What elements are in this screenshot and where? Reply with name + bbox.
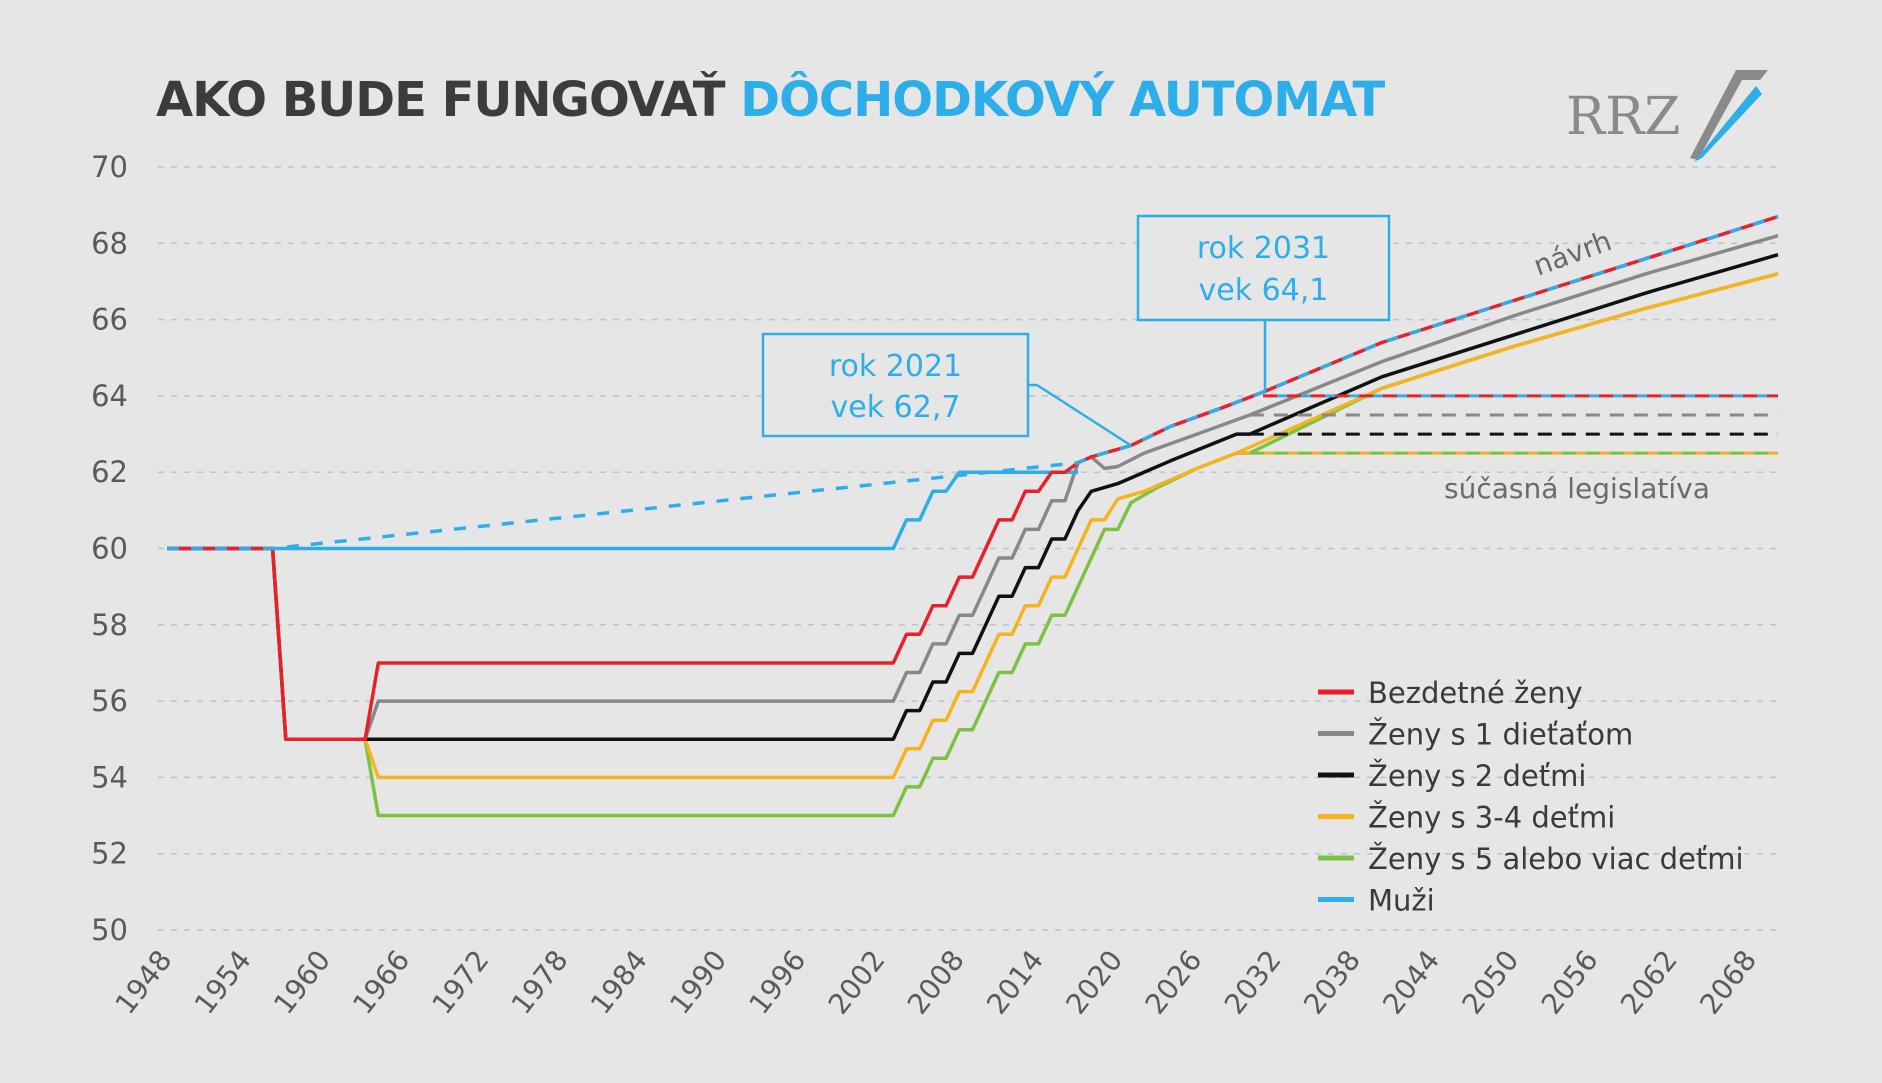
legend: Bezdetné ženy Ženy s 1 dieťaťom Ženy s 2 d… [1318,676,1744,918]
x-tick-label: 2038 [1297,944,1367,1020]
x-tick-label: 1978 [505,944,575,1020]
annotation-year-2021: rok 2021 [829,349,962,384]
x-tick-label: 1960 [267,944,337,1020]
current-legislation-label: súčasná legislatíva [1444,472,1710,505]
y-tick-label: 66 [91,303,128,337]
x-tick-label: 1984 [584,944,654,1020]
y-axis-ticks: 50 52 54 56 58 60 62 64 66 68 70 [91,150,128,947]
y-tick-label: 50 [91,913,128,947]
x-tick-label: 2008 [901,944,971,1020]
y-tick-label: 70 [91,150,128,184]
y-tick-label: 60 [91,532,128,566]
logo-mark-gray [1690,70,1768,160]
legend-label: Ženy s 5 alebo viac deťmi [1368,842,1744,876]
x-tick-label: 2026 [1139,944,1209,1020]
y-tick-label: 62 [91,455,128,489]
series-line [167,214,1779,742]
legend-label: Ženy s 3-4 deťmi [1368,801,1615,835]
logo-mark-blue [1694,86,1762,162]
annotation-year-2031: rok 2031 [1197,231,1330,266]
x-tick-label: 2032 [1218,944,1288,1020]
legend-label: Muži [1368,884,1435,918]
x-tick-label: 1996 [742,944,812,1020]
current-law-lines [1236,394,1778,455]
x-tick-label: 1972 [426,944,496,1020]
x-tick-label: 2044 [1376,944,1446,1020]
y-tick-label: 56 [91,684,128,718]
x-axis-ticks: 1948 1954 1960 1966 1972 1978 1984 1990 1996 2002… [109,944,1763,1020]
annotation-leader [1036,383,1132,447]
x-tick-label: 2062 [1614,944,1684,1020]
x-tick-label: 1948 [109,944,179,1020]
annotation-age-2031: vek 64,1 [1199,273,1329,308]
x-tick-label: 1990 [663,944,733,1020]
series-lines [167,214,1779,818]
series-line [167,253,1779,742]
series-line [167,234,1779,742]
x-tick-label: 2068 [1693,944,1763,1020]
x-tick-label: 2020 [1059,944,1129,1020]
title-part-2: DÔCHODKOVÝ AUTOMAT [740,72,1385,128]
x-tick-label: 1966 [346,944,416,1020]
legend-label: Ženy s 2 deťmi [1368,759,1586,793]
x-tick-label: 2050 [1456,944,1526,1020]
y-tick-label: 64 [91,379,128,413]
legend-label: Bezdetné ženy [1368,676,1583,710]
y-tick-label: 52 [91,837,128,871]
title-part-1: AKO BUDE FUNGOVAŤ [156,72,726,128]
annotation-age-2021: vek 62,7 [831,390,961,425]
y-tick-label: 58 [91,608,128,642]
chart-title: AKO BUDE FUNGOVAŤ DÔCHODKOVÝ AUTOMAT [156,72,1385,128]
x-tick-label: 1954 [188,944,258,1020]
rrz-logo: RRZ [1566,70,1768,162]
series-line-overlay [167,214,1779,551]
y-tick-label: 54 [91,760,128,794]
x-tick-label: 2002 [822,944,892,1020]
y-tick-label: 68 [91,226,128,260]
series-line [167,272,1779,780]
annotation-box-2031 [1136,214,1391,322]
x-tick-label: 2014 [980,944,1050,1020]
annotation-box-2021 [761,332,1030,438]
legend-label: Ženy s 1 dieťaťom [1368,718,1633,752]
x-tick-label: 2056 [1535,944,1605,1020]
logo-text: RRZ [1566,87,1680,147]
